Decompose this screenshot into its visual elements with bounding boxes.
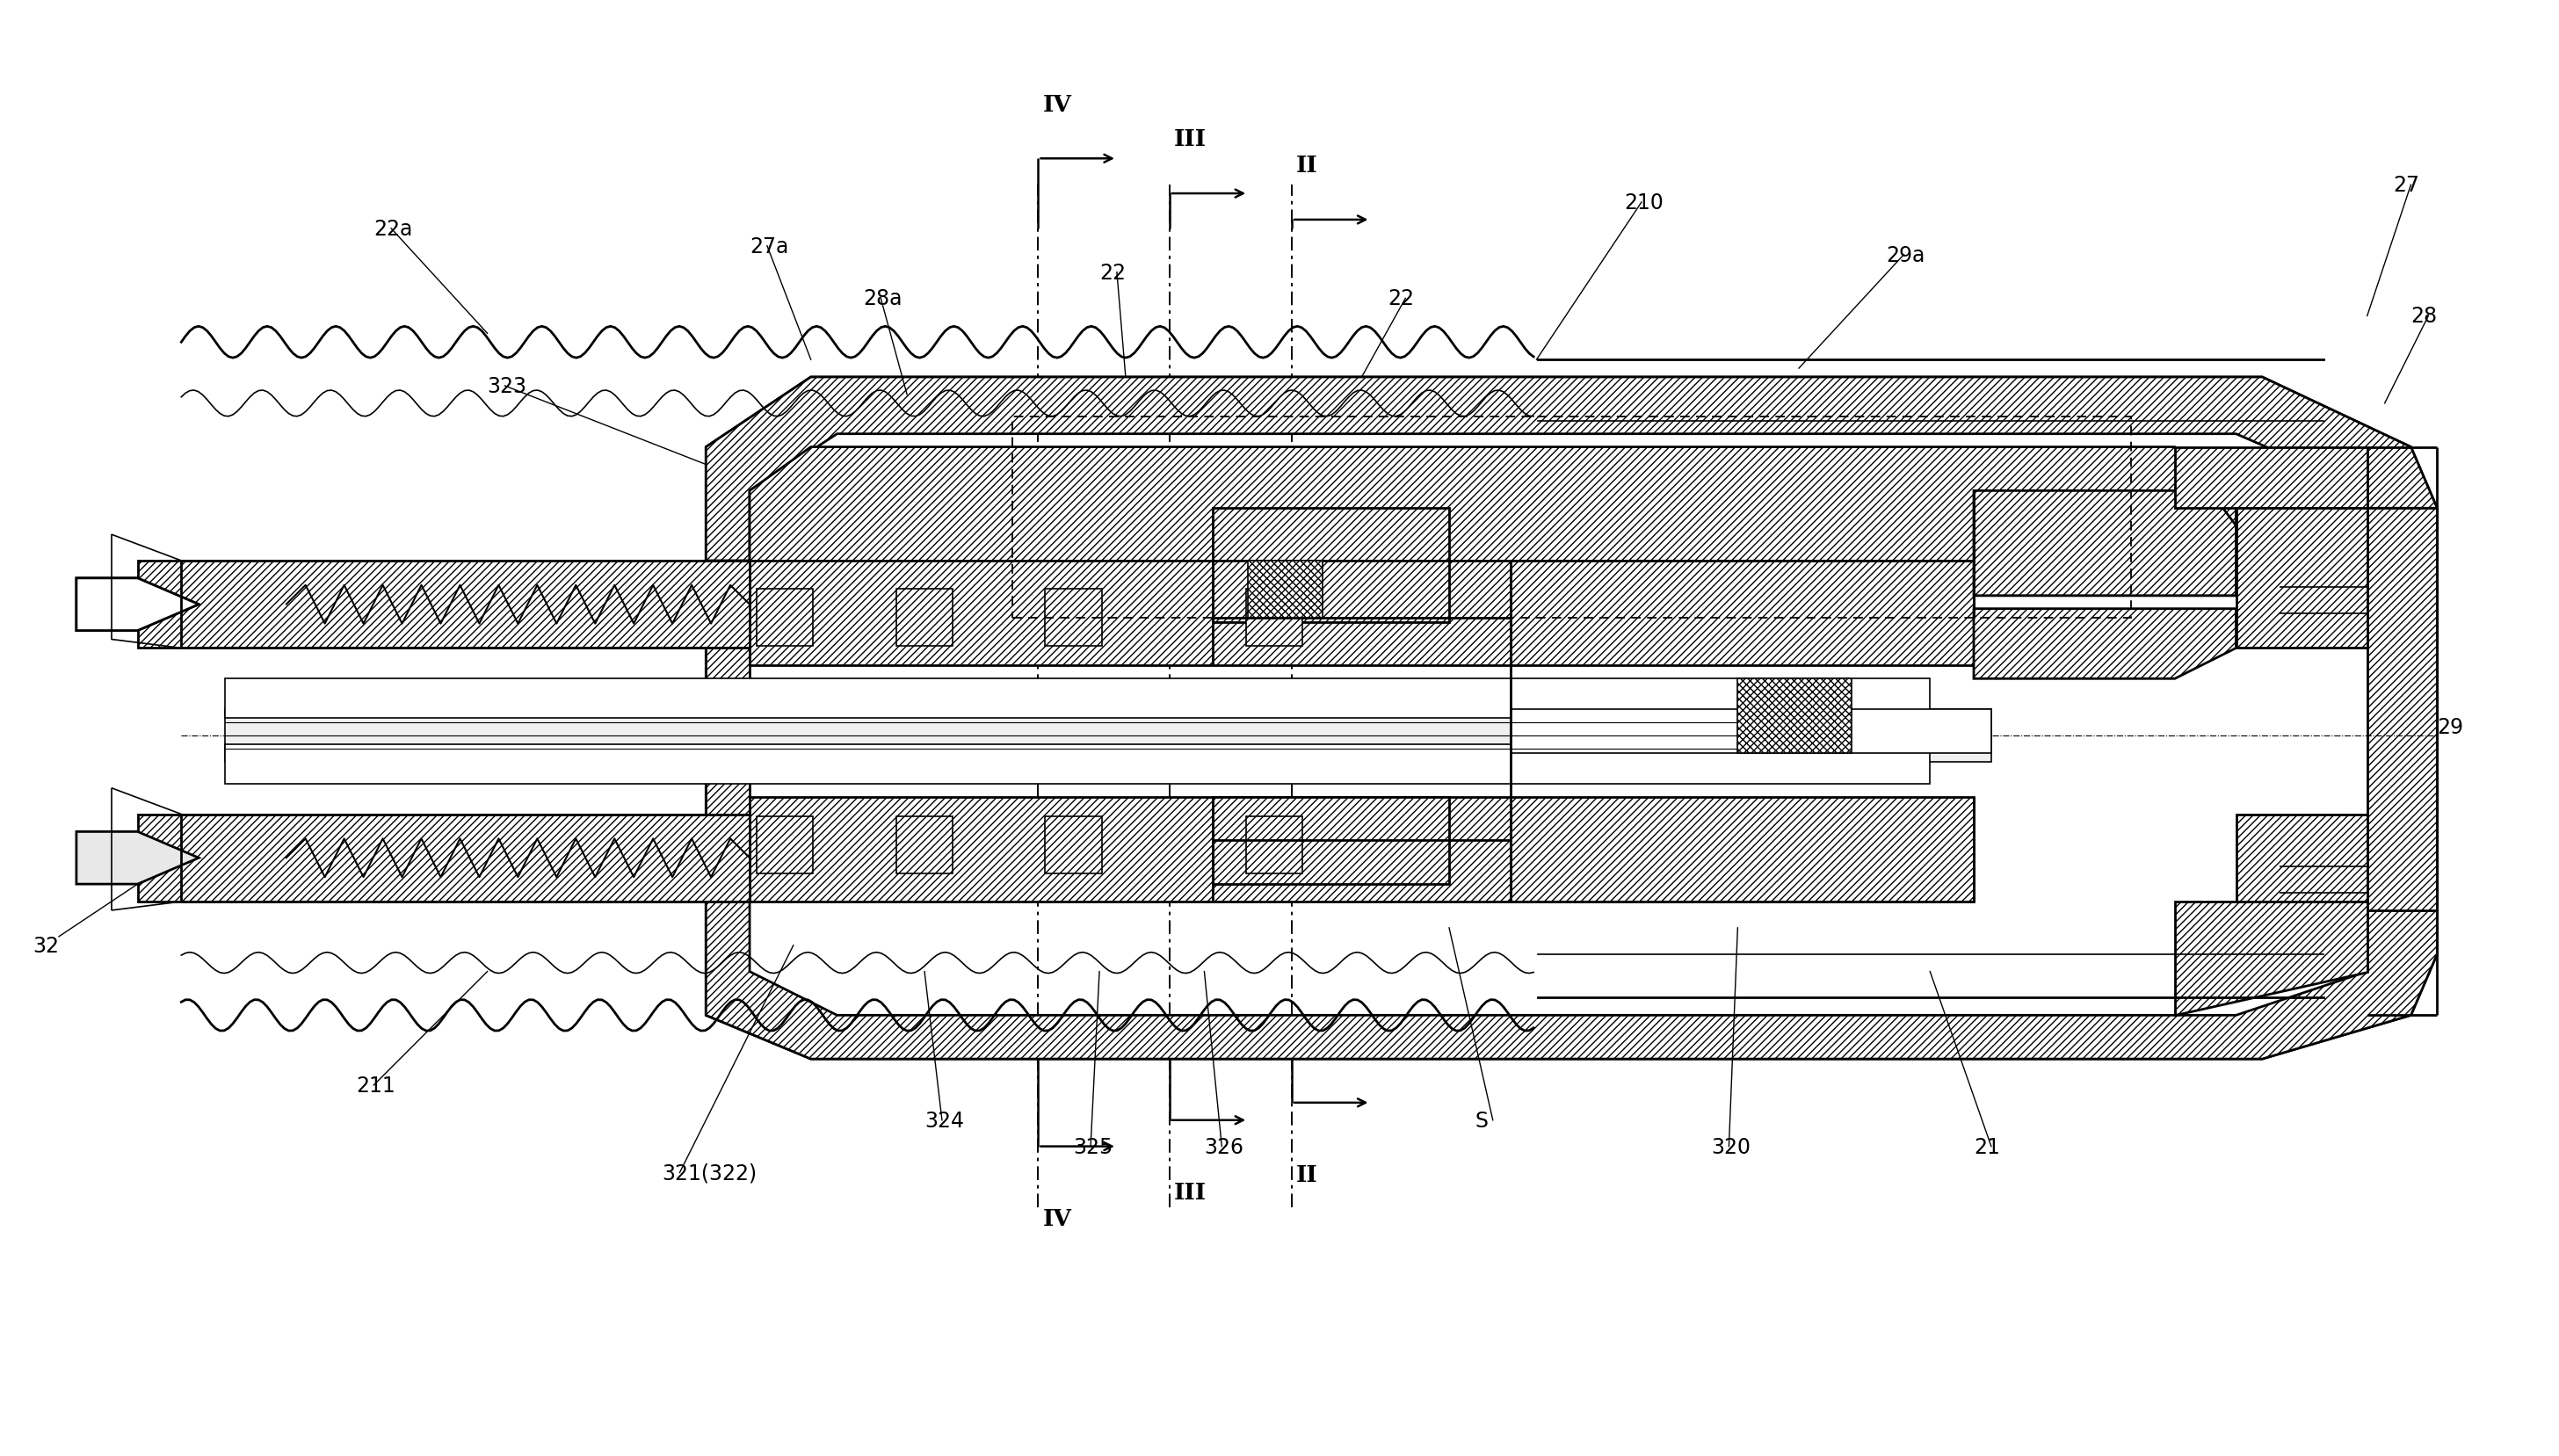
Bar [757, 817, 814, 874]
Bar [225, 709, 1929, 761]
Polygon shape [706, 901, 2436, 1059]
Bar [1246, 590, 1303, 646]
Text: 21: 21 [1973, 1136, 2001, 1158]
Text: III: III [1175, 128, 1205, 150]
Text: 323: 323 [486, 376, 527, 397]
Polygon shape [2175, 901, 2367, 1015]
Polygon shape [77, 578, 200, 630]
Polygon shape [706, 377, 2436, 561]
Polygon shape [706, 377, 2436, 1059]
Polygon shape [750, 430, 2367, 1019]
Text: IV: IV [1042, 93, 1072, 115]
Polygon shape [1510, 561, 1973, 665]
Bar [757, 590, 814, 646]
Text: 22: 22 [1387, 288, 1415, 310]
Text: III: III [1175, 1181, 1205, 1204]
Text: S: S [1477, 1109, 1489, 1131]
Bar [1738, 678, 1850, 753]
Bar [1246, 817, 1303, 874]
Bar [1510, 709, 1991, 761]
Bar [225, 744, 1929, 783]
Bar [225, 678, 1929, 718]
Text: 324: 324 [924, 1109, 965, 1131]
Bar [1044, 817, 1100, 874]
Text: 28a: 28a [862, 288, 903, 310]
Polygon shape [2175, 447, 2367, 508]
Text: 320: 320 [1712, 1136, 1750, 1158]
Text: II: II [1295, 154, 1318, 176]
Polygon shape [750, 796, 1510, 901]
Bar [1044, 590, 1100, 646]
Text: 27a: 27a [750, 236, 788, 258]
Polygon shape [750, 447, 2237, 596]
Polygon shape [138, 561, 750, 648]
Polygon shape [1510, 796, 1973, 901]
Text: 28: 28 [2411, 306, 2436, 328]
Bar [1249, 561, 1323, 617]
Polygon shape [1213, 561, 1448, 622]
Polygon shape [2237, 814, 2367, 901]
Polygon shape [2237, 508, 2367, 648]
Polygon shape [1213, 796, 1448, 884]
Text: 22a: 22a [374, 218, 412, 240]
Polygon shape [2367, 508, 2436, 910]
Text: 211: 211 [356, 1075, 397, 1096]
Polygon shape [138, 814, 750, 901]
Text: 29: 29 [2436, 716, 2464, 738]
Bar [1510, 709, 1991, 753]
Polygon shape [1973, 491, 2237, 596]
Text: 29a: 29a [1886, 245, 1924, 266]
Text: IV: IV [1042, 1207, 1072, 1230]
Text: II: II [1295, 1163, 1318, 1187]
Text: 22: 22 [1100, 262, 1126, 284]
Text: 325: 325 [1072, 1136, 1113, 1158]
Text: 27: 27 [2393, 175, 2421, 197]
Bar [1011, 416, 2132, 617]
Polygon shape [77, 831, 200, 884]
Text: 321(322): 321(322) [663, 1162, 757, 1184]
Polygon shape [77, 578, 200, 630]
Polygon shape [706, 561, 750, 901]
Text: 326: 326 [1205, 1136, 1244, 1158]
Polygon shape [750, 508, 1510, 665]
Text: 210: 210 [1625, 192, 1663, 214]
Polygon shape [1973, 609, 2237, 678]
Bar [896, 817, 952, 874]
Text: 32: 32 [33, 935, 59, 957]
Bar [896, 590, 952, 646]
